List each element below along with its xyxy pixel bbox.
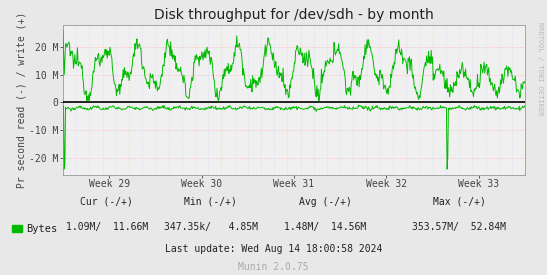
Text: Avg (-/+): Avg (-/+): [299, 197, 352, 207]
Text: RRDTOOL / TOBI OETIKER: RRDTOOL / TOBI OETIKER: [537, 22, 543, 115]
Text: 347.35k/   4.85M: 347.35k/ 4.85M: [164, 222, 258, 232]
Text: Munin 2.0.75: Munin 2.0.75: [238, 262, 309, 272]
Text: Cur (-/+): Cur (-/+): [80, 197, 133, 207]
Text: 1.48M/  14.56M: 1.48M/ 14.56M: [284, 222, 366, 232]
Text: 353.57M/  52.84M: 353.57M/ 52.84M: [412, 222, 507, 232]
Title: Disk throughput for /dev/sdh - by month: Disk throughput for /dev/sdh - by month: [154, 8, 434, 22]
Text: Max (-/+): Max (-/+): [433, 197, 486, 207]
Text: 1.09M/  11.66M: 1.09M/ 11.66M: [66, 222, 148, 232]
Y-axis label: Pr second read (-) / write (+): Pr second read (-) / write (+): [16, 12, 27, 188]
Text: Min (-/+): Min (-/+): [184, 197, 237, 207]
Text: Bytes: Bytes: [26, 224, 57, 234]
Text: Last update: Wed Aug 14 18:00:58 2024: Last update: Wed Aug 14 18:00:58 2024: [165, 244, 382, 254]
